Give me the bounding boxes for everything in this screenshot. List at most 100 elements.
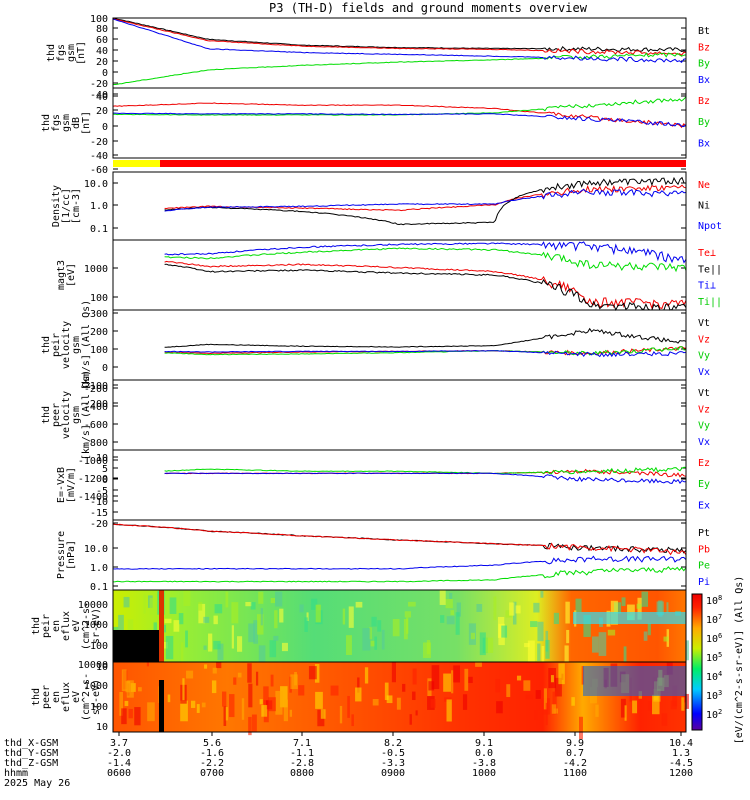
legend-efield: Ez — [698, 458, 710, 469]
xaxis-value: -3.3 — [381, 758, 405, 769]
spectrogram-bin — [180, 700, 188, 722]
spectrogram-bin — [512, 601, 517, 625]
spectrogram-bin — [260, 608, 263, 626]
spectrogram-bin — [217, 643, 224, 661]
spectrogram-bin — [566, 629, 570, 644]
spectrogram-bin — [121, 708, 127, 725]
legend-vi: Vy — [698, 351, 710, 362]
spectrogram-bin — [450, 610, 455, 616]
spectrogram-bin — [443, 673, 452, 692]
colorbar-tick: 104 — [706, 670, 722, 683]
spectrogram-bin — [164, 618, 172, 624]
spectrogram-bin — [149, 597, 158, 616]
spectrogram-bin — [685, 640, 689, 661]
panel-frame — [112, 171, 687, 241]
ylabel-fgs2: thdfgsgsmdB[nT] — [41, 111, 92, 135]
spectrogram-bin — [647, 623, 651, 636]
ylabel-line: gsm — [71, 406, 82, 424]
xaxis-value: -0.5 — [381, 748, 405, 759]
spectrogram-bin — [357, 677, 360, 693]
spectrogram-bin — [509, 602, 515, 616]
xaxis-value: 0800 — [290, 768, 314, 779]
xaxis-value: -2.2 — [200, 758, 224, 769]
ylabel-line: gsm — [61, 114, 72, 132]
spectrogram-bin — [391, 662, 396, 683]
colorbar-gradient — [691, 593, 703, 731]
spectrogram-bin — [515, 605, 521, 614]
spectrogram-bin — [259, 699, 263, 705]
spectrogram-bin — [404, 611, 412, 618]
spectrogram-bin — [621, 597, 626, 606]
y-tick-label: -10 — [90, 497, 108, 508]
legend-vi: Vx — [698, 367, 710, 378]
series-line-dBx — [112, 112, 687, 128]
spectrogram-bin — [575, 598, 582, 613]
xaxis-row-label: hhmm — [4, 768, 28, 779]
panel-frame — [112, 379, 687, 451]
ylabel-line: fgs — [56, 44, 67, 62]
panel-pressure: Pressure[nPa] 10.0 1.0 0.1 Pt Pb Pe Pi — [56, 519, 710, 593]
ylabel-line: peer — [41, 685, 52, 709]
colorbar-tick: 105 — [706, 651, 722, 664]
spectrogram-bin — [251, 714, 257, 732]
spectrogram-bin — [607, 629, 616, 636]
spectrogram-bin — [362, 628, 371, 651]
y-tick-label: 10 — [96, 662, 108, 673]
y-tick-label: -40 — [90, 151, 108, 162]
legend-ve: Vy — [698, 421, 710, 432]
spectrogram-bin — [571, 697, 575, 706]
ylabel-line: thd — [31, 617, 42, 635]
spectrogram-bin — [583, 615, 591, 637]
series-line-Bt — [112, 17, 687, 53]
panel-frame — [112, 449, 687, 521]
ylabel-line: thd — [41, 406, 52, 424]
spectrogram-bin — [408, 601, 416, 607]
spectrogram-bin — [221, 691, 227, 707]
series-line-Vt — [164, 327, 687, 348]
spectrogram-bin — [369, 627, 372, 640]
series-line-Npot — [164, 188, 687, 212]
ylabel-line: en — [51, 691, 62, 703]
y-tick-label: 200 — [90, 327, 108, 338]
ylabel-ve: thdpeervelocitygsm[km/s] (All Qs) — [41, 370, 92, 460]
spectrogram-bin — [231, 602, 239, 624]
series-line-Pe — [112, 566, 687, 583]
ylabel-line: Density — [51, 185, 62, 227]
spectrogram-bin — [663, 636, 669, 642]
spectrogram-bin — [641, 591, 649, 607]
legend-fgs2: Bz — [698, 96, 710, 107]
spectrogram-bin — [212, 667, 217, 674]
y-tick-label: -800 — [84, 438, 108, 449]
ylabel-line: [1/cc] — [61, 188, 72, 224]
spectrogram-bin — [406, 617, 409, 634]
ylabel-vi: thdpeirvelocitygsm[km/s] (All Qs) — [41, 300, 92, 390]
spectrogram-bin — [290, 674, 298, 690]
spectrogram-bin — [449, 592, 453, 599]
series-line-Vy — [164, 346, 687, 356]
y-tick-label: -600 — [84, 420, 108, 431]
spectrogram-bin — [493, 596, 497, 621]
spectrogram-bin — [162, 641, 168, 649]
spectrogram-bin — [545, 639, 550, 659]
spectrogram-bin — [468, 676, 473, 684]
xaxis-value: 1100 — [563, 768, 587, 779]
ylabel-temp: magt3[eV] — [56, 260, 77, 290]
spectrogram-bin — [165, 635, 174, 660]
spectrogram-bin — [225, 591, 229, 608]
y-tick-label: 10 — [96, 453, 108, 464]
legend-fgs1: Bz — [698, 42, 710, 53]
spectrogram-bin — [355, 687, 362, 702]
spectrogram-bin — [346, 635, 352, 656]
spectrogram-bin — [533, 602, 540, 613]
legend-pressure: Pi — [698, 577, 710, 588]
y-tick-label: 20 — [96, 106, 108, 117]
ylabel-line: magt3 — [56, 260, 67, 290]
spectrogram-bin — [592, 636, 599, 653]
legend-vi: Vz — [698, 334, 710, 345]
xaxis-value: 1200 — [669, 768, 693, 779]
xaxis-value: 9.9 — [566, 738, 584, 749]
spectrogram-bin — [138, 687, 142, 692]
y-tick-label: -1000 — [78, 456, 108, 467]
spectrogram-bin — [643, 631, 648, 641]
spectrogram-bin — [620, 698, 626, 718]
